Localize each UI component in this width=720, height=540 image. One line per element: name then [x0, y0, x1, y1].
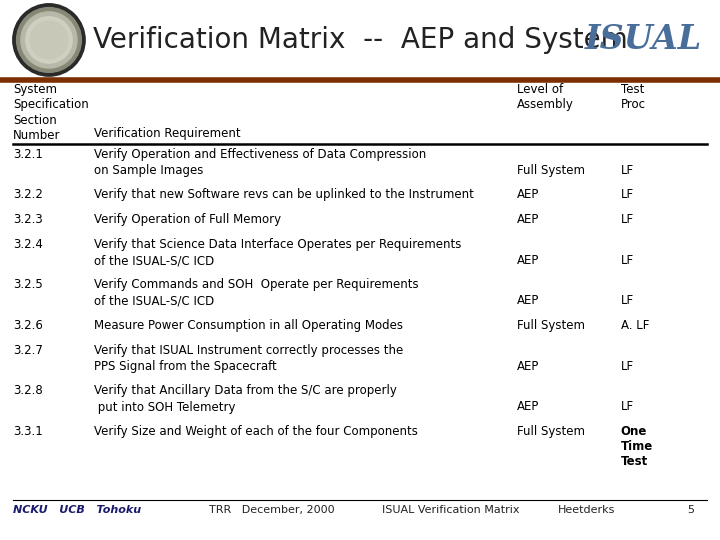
- Text: LF: LF: [621, 213, 634, 226]
- Text: LF: LF: [621, 400, 634, 413]
- Ellipse shape: [30, 21, 68, 59]
- Bar: [0, 0, 720, 80]
- Text: Verify Operation of Full Memory: Verify Operation of Full Memory: [94, 213, 281, 226]
- Text: AEP: AEP: [517, 213, 539, 226]
- Ellipse shape: [21, 12, 77, 68]
- Text: LF: LF: [621, 254, 634, 267]
- Text: 3.2.8: 3.2.8: [13, 384, 42, 397]
- Text: Measure Power Consumption in all Operating Modes: Measure Power Consumption in all Operati…: [94, 319, 402, 332]
- Text: AEP: AEP: [517, 400, 539, 413]
- Text: 3.3.1: 3.3.1: [13, 425, 42, 438]
- Text: Verify that Ancillary Data from the S/C are properly
 put into SOH Telemetry: Verify that Ancillary Data from the S/C …: [94, 384, 397, 414]
- Text: Test
Proc: Test Proc: [621, 83, 646, 111]
- Text: TRR   December, 2000: TRR December, 2000: [209, 505, 334, 515]
- Text: One
Time
Test: One Time Test: [621, 425, 653, 468]
- Text: AEP: AEP: [517, 254, 539, 267]
- Text: Verify that new Software revs can be uplinked to the Instrument: Verify that new Software revs can be upl…: [94, 188, 474, 201]
- Ellipse shape: [17, 8, 81, 72]
- Text: Verify Commands and SOH  Operate per Requirements
of the ISUAL-S/C ICD: Verify Commands and SOH Operate per Requ…: [94, 278, 418, 308]
- Text: 3.2.7: 3.2.7: [13, 343, 42, 356]
- Text: 3.2.5: 3.2.5: [13, 278, 42, 291]
- Text: AEP: AEP: [517, 360, 539, 373]
- Text: Full System: Full System: [517, 425, 585, 438]
- Text: Heetderks: Heetderks: [558, 505, 616, 515]
- Text: A. LF: A. LF: [621, 319, 649, 332]
- Text: LF: LF: [621, 188, 634, 201]
- Text: LF: LF: [621, 360, 634, 373]
- Text: Full System: Full System: [517, 319, 585, 332]
- Text: ISUAL Verification Matrix: ISUAL Verification Matrix: [382, 505, 519, 515]
- Text: Level of
Assembly: Level of Assembly: [517, 83, 574, 111]
- Text: 3.2.1: 3.2.1: [13, 147, 42, 160]
- Text: Verification Requirement: Verification Requirement: [94, 127, 240, 140]
- Text: 3.2.4: 3.2.4: [13, 238, 42, 251]
- Text: NCKU   UCB   Tohoku: NCKU UCB Tohoku: [13, 505, 141, 515]
- Text: System
Specification
Section
Number: System Specification Section Number: [13, 83, 89, 142]
- Text: Verify that ISUAL Instrument correctly processes the
PPS Signal from the Spacecr: Verify that ISUAL Instrument correctly p…: [94, 343, 403, 373]
- Ellipse shape: [13, 4, 85, 76]
- Text: 3.2.3: 3.2.3: [13, 213, 42, 226]
- Text: Verify that Science Data Interface Operates per Requirements
of the ISUAL-S/C IC: Verify that Science Data Interface Opera…: [94, 238, 461, 267]
- Text: 5: 5: [688, 505, 695, 515]
- Text: Full System: Full System: [517, 164, 585, 177]
- Text: Verify Operation and Effectiveness of Data Compression
on Sample Images: Verify Operation and Effectiveness of Da…: [94, 147, 426, 177]
- Text: 3.2.6: 3.2.6: [13, 319, 42, 332]
- Text: AEP: AEP: [517, 294, 539, 307]
- Text: ISUAL: ISUAL: [585, 23, 702, 57]
- Text: 3.2.2: 3.2.2: [13, 188, 42, 201]
- Text: AEP: AEP: [517, 188, 539, 201]
- Text: LF: LF: [621, 294, 634, 307]
- Text: Verify Size and Weight of each of the four Components: Verify Size and Weight of each of the fo…: [94, 425, 418, 438]
- Text: Verification Matrix  --  AEP and System: Verification Matrix -- AEP and System: [93, 26, 627, 54]
- Text: LF: LF: [621, 164, 634, 177]
- Ellipse shape: [26, 17, 72, 63]
